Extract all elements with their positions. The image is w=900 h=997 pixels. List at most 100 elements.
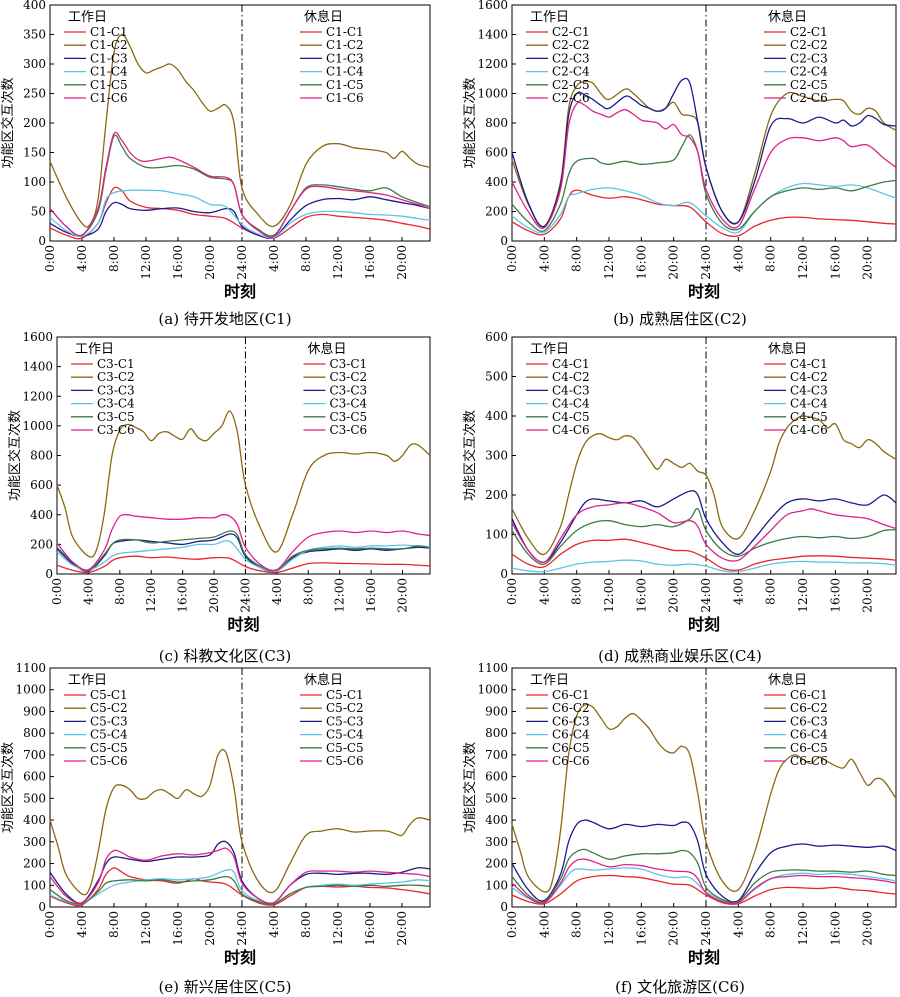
y-tick-label: 500 — [485, 370, 508, 384]
legend-label: C6-C4 — [790, 728, 828, 742]
legend-title-workday: 工作日 — [530, 342, 569, 357]
y-tick-label: 0 — [500, 900, 508, 914]
legend-title-workday: 工作日 — [530, 10, 569, 25]
panel-caption-f: (f) 文化旅游区(C6) — [615, 978, 745, 996]
x-axis-title: 时刻 — [688, 282, 720, 301]
legend-label: C4-C2 — [790, 370, 828, 384]
legend-label: C6-C3 — [790, 714, 828, 728]
legend-title-workday: 工作日 — [530, 673, 569, 688]
x-tick-label: 20:00 — [396, 578, 410, 613]
legend-label: C6-C1 — [790, 688, 828, 702]
series-line-c1-c4 — [49, 189, 431, 239]
y-tick-label: 600 — [23, 770, 46, 784]
panel-caption-c: (c) 科教文化区(C3) — [158, 647, 292, 665]
y-tick-label: 200 — [485, 205, 508, 219]
series-line-c4-c5 — [511, 507, 897, 565]
y-tick-label: 400 — [485, 175, 508, 189]
legend-label: C5-C5 — [326, 741, 364, 755]
legend-title-workday: 工作日 — [68, 673, 107, 688]
y-tick-label: 350 — [23, 28, 46, 42]
y-tick-label: 800 — [30, 449, 53, 463]
x-tick-label: 12:00 — [144, 578, 158, 613]
legend-title-restday: 休息日 — [304, 9, 343, 25]
x-tick-label: 20:00 — [861, 911, 875, 946]
legend-label: C4-C4 — [552, 397, 590, 411]
series-line-c2-c3 — [511, 77, 897, 228]
x-tick-label: 12:00 — [602, 578, 616, 613]
x-tick-label: 8:00 — [301, 578, 315, 605]
x-tick-label: 8:00 — [299, 911, 313, 938]
legend-label: C4-C6 — [790, 423, 828, 437]
legend-label: C3-C4 — [329, 397, 367, 411]
y-tick-label: 1400 — [477, 28, 508, 42]
y-tick-label: 300 — [485, 835, 508, 849]
legend-label: C3-C1 — [97, 357, 135, 371]
series-line-c5-c6 — [49, 847, 431, 905]
x-tick-label: 8:00 — [570, 245, 584, 272]
series-line-c6-c5 — [511, 848, 897, 904]
legend-label: C2-C4 — [790, 65, 828, 79]
series-line-c1-c6 — [49, 131, 431, 238]
legend-title-restday: 休息日 — [304, 672, 343, 688]
x-tick-label: 8:00 — [764, 245, 778, 272]
y-tick-label: 900 — [23, 704, 46, 718]
x-tick-label: 24:00 — [235, 911, 249, 946]
y-tick-label: 700 — [23, 748, 46, 762]
y-tick-label: 300 — [485, 449, 508, 463]
legend-label: C6-C3 — [552, 714, 590, 728]
x-tick-label: 16:00 — [171, 911, 185, 946]
legend-label: C6-C5 — [552, 741, 590, 755]
x-tick-label: 0:00 — [505, 245, 519, 272]
x-tick-label: 20:00 — [395, 245, 409, 280]
legend-title-restday: 休息日 — [768, 341, 807, 357]
y-tick-label: 700 — [485, 748, 508, 762]
x-tick-label: 4:00 — [75, 245, 89, 272]
legend-label: C2-C2 — [552, 38, 590, 52]
x-tick-label: 12:00 — [139, 911, 153, 946]
x-tick-label: 16:00 — [634, 911, 648, 946]
y-axis-title: 功能区交互次数 — [0, 77, 16, 168]
y-tick-label: 1000 — [22, 419, 53, 433]
series-line-c2-c4 — [511, 182, 897, 234]
x-tick-label: 24:00 — [699, 911, 713, 946]
y-tick-label: 100 — [485, 878, 508, 892]
y-tick-label: 300 — [23, 835, 46, 849]
x-tick-label: 4:00 — [537, 911, 551, 938]
legend-label: C5-C4 — [326, 728, 364, 742]
y-tick-label: 200 — [23, 116, 46, 130]
x-tick-label: 0:00 — [505, 911, 519, 938]
legend-label: C3-C6 — [329, 423, 367, 437]
series-line-c3-c5 — [56, 530, 431, 572]
x-tick-label: 0:00 — [505, 578, 519, 605]
y-tick-label: 600 — [485, 330, 508, 344]
legend-label: C4-C1 — [790, 357, 828, 371]
legend-label: C4-C1 — [552, 357, 590, 371]
x-tick-label: 4:00 — [270, 578, 284, 605]
x-tick-label: 0:00 — [43, 245, 57, 272]
chart-panel-6: 0 100 200 300 400 500 600 700 800 900 1000 1100 0:00… — [462, 661, 897, 967]
legend-label: C3-C2 — [97, 370, 135, 384]
chart-panel-4: 0 100 200 300 400 500 600 0:00 4:00 8:00 12:00 16:0… — [462, 330, 897, 634]
legend-label: C3-C3 — [329, 383, 367, 397]
x-tick-label: 8:00 — [299, 245, 313, 272]
series-line-c4-c2 — [511, 415, 897, 556]
legend-label: C1-C3 — [90, 51, 128, 65]
legend-label: C2-C6 — [790, 91, 828, 105]
y-axis-title: 功能区交互次数 — [462, 410, 478, 501]
legend-label: C4-C4 — [790, 397, 828, 411]
y-axis-title: 功能区交互次数 — [7, 410, 23, 501]
legend-title-workday: 工作日 — [75, 342, 114, 357]
y-tick-label: 200 — [485, 488, 508, 502]
series-line-c2-c6 — [511, 101, 897, 230]
x-tick-label: 24:00 — [238, 578, 252, 613]
legend-label: C1-C6 — [326, 91, 364, 105]
y-tick-label: 1000 — [477, 87, 508, 101]
x-axis-title: 时刻 — [224, 948, 256, 967]
legend-label: C6-C6 — [790, 754, 828, 768]
x-tick-label: 16:00 — [171, 245, 185, 280]
panel-caption-a: (a) 待开发地区(C1) — [158, 310, 292, 328]
series-line-c6-c3 — [511, 819, 897, 903]
x-tick-label: 4:00 — [537, 245, 551, 272]
